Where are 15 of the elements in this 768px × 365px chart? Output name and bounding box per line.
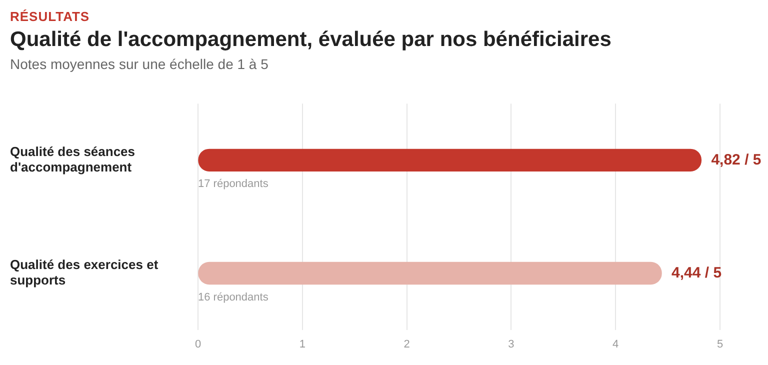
- chart-title: Qualité de l'accompagnement, évaluée par nos bénéficiaires: [10, 28, 612, 52]
- data-label: 4,44 / 5: [672, 264, 722, 282]
- annotation: 16 répondants: [198, 291, 269, 304]
- text: RÉSULTATS: [10, 9, 90, 24]
- y-tick-label: Qualité des séances d'accompagnement: [10, 144, 136, 175]
- x-tick-label: 1: [299, 338, 306, 350]
- y-tick-label: Qualité des exercices et supports: [10, 257, 159, 288]
- chart-subtitle: Notes moyennes sur une échelle de 1 à 5: [10, 56, 268, 72]
- x-tick-label: 2: [404, 338, 410, 350]
- x-tick-label: 0: [194, 338, 202, 350]
- data-label: 4,82 / 5: [711, 151, 762, 168]
- annotation: 17 répondants: [198, 178, 269, 190]
- x-tick-label: 4: [612, 338, 619, 350]
- x-tick-label: 5: [716, 338, 724, 350]
- x-tick-label: 3: [508, 338, 514, 350]
